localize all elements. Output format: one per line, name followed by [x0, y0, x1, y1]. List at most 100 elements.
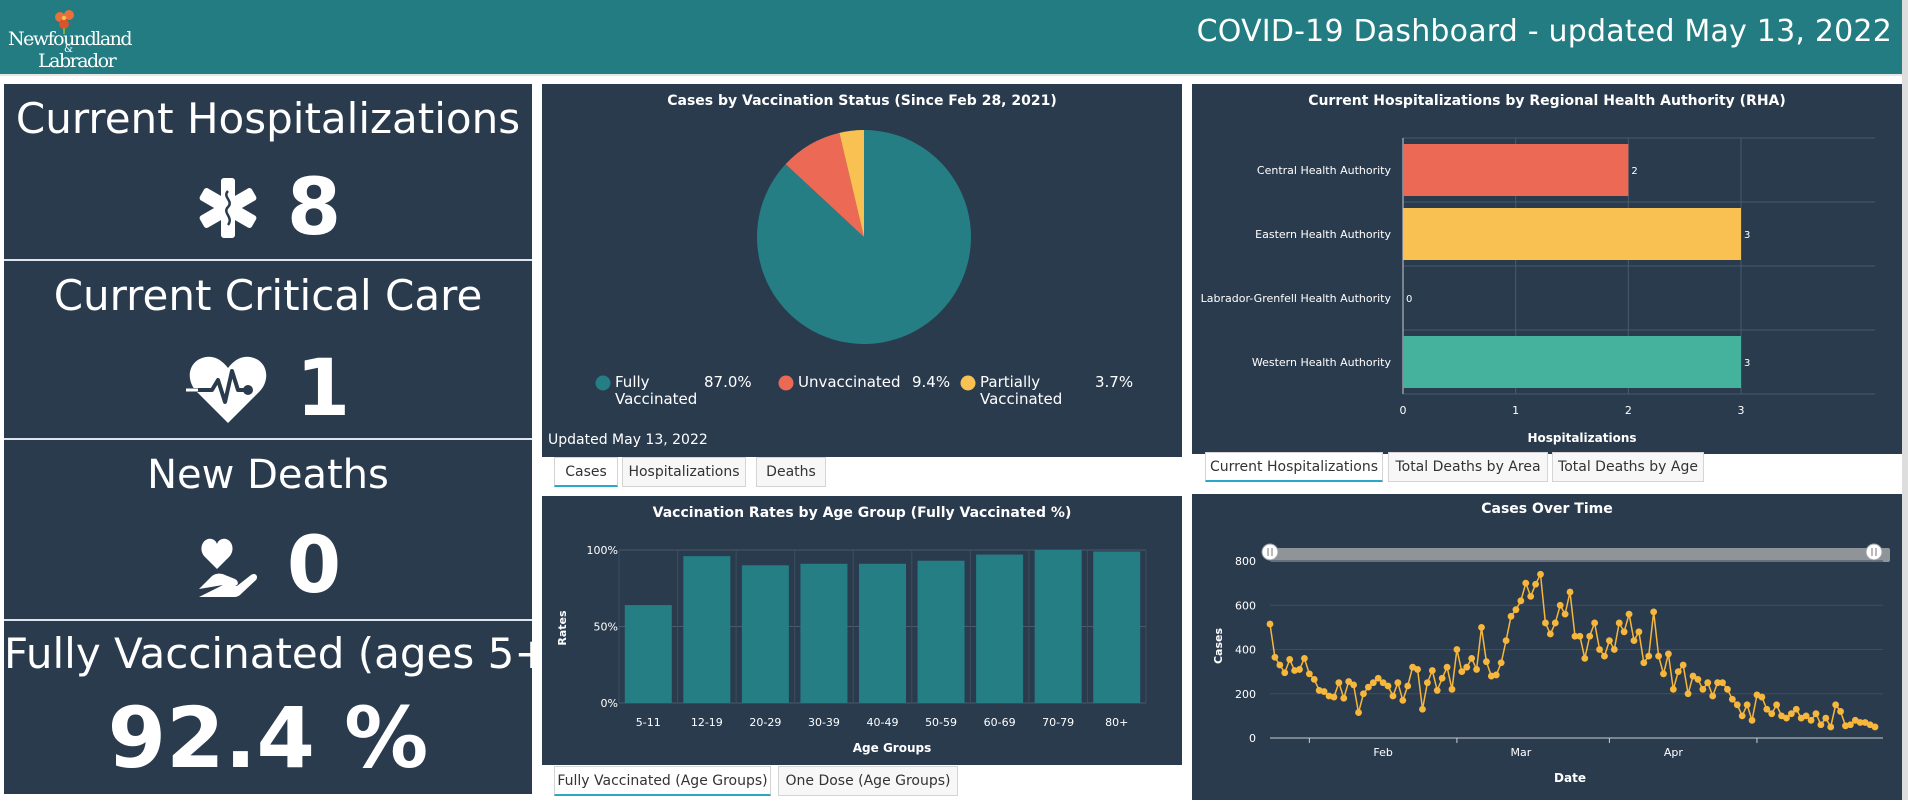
data-point[interactable] [1360, 690, 1367, 698]
data-point[interactable] [1581, 654, 1589, 662]
data-point[interactable] [1586, 632, 1594, 640]
pie-slice-unvaccinated[interactable] [785, 132, 864, 237]
bar-age-80[interactable] [1093, 551, 1141, 703]
data-point[interactable] [1694, 675, 1702, 683]
data-point[interactable] [1394, 679, 1402, 687]
data-point[interactable] [1404, 682, 1412, 690]
data-point[interactable] [1856, 719, 1864, 726]
bar-age-30-39[interactable] [800, 563, 848, 703]
data-point[interactable] [1679, 661, 1687, 669]
data-point[interactable] [1448, 685, 1456, 693]
data-point[interactable] [1689, 672, 1697, 680]
data-point[interactable] [1847, 721, 1854, 729]
data-point[interactable] [1630, 637, 1638, 645]
data-point[interactable] [1871, 723, 1879, 731]
window-scrollbar[interactable] [1902, 0, 1908, 800]
data-point[interactable] [1522, 579, 1530, 587]
slider-handle-right[interactable] [1865, 543, 1883, 561]
bar-age-20-29[interactable] [741, 565, 789, 703]
bar-age-5-11[interactable] [624, 605, 672, 703]
data-point[interactable] [1724, 685, 1731, 693]
data-point[interactable] [1733, 701, 1741, 709]
tab-deaths[interactable]: Deaths [756, 457, 826, 487]
data-point[interactable] [1266, 620, 1274, 628]
data-point[interactable] [1468, 654, 1476, 662]
data-point[interactable] [1512, 606, 1520, 614]
data-point[interactable] [1301, 654, 1308, 662]
data-point[interactable] [1364, 683, 1372, 691]
data-point[interactable] [1453, 646, 1461, 653]
data-point[interactable] [1561, 610, 1569, 618]
data-point[interactable] [1369, 679, 1377, 687]
data-point[interactable] [1832, 701, 1840, 709]
data-point[interactable] [1478, 623, 1485, 631]
data-point[interactable] [1473, 666, 1480, 673]
data-point[interactable] [1827, 723, 1835, 731]
data-point[interactable] [1556, 601, 1564, 609]
data-point[interactable] [1635, 628, 1643, 636]
data-point[interactable] [1684, 690, 1692, 698]
data-point[interactable] [1423, 679, 1431, 687]
data-point[interactable] [1620, 628, 1628, 636]
data-point[interactable] [1758, 693, 1766, 701]
data-point[interactable] [1704, 679, 1712, 687]
bar-western-health-authority[interactable] [1403, 336, 1741, 388]
data-point[interactable] [1532, 580, 1540, 588]
tab-current-hospitalizations[interactable]: Current Hospitalizations [1205, 452, 1383, 482]
data-point[interactable] [1458, 668, 1466, 676]
data-point[interactable] [1276, 661, 1284, 669]
time-range-slider[interactable] [1270, 548, 1890, 562]
data-point[interactable] [1596, 646, 1603, 653]
data-point[interactable] [1625, 610, 1633, 618]
data-point[interactable] [1502, 637, 1510, 645]
data-point[interactable] [1783, 714, 1790, 722]
data-point[interactable] [1655, 652, 1662, 660]
data-point[interactable] [1763, 705, 1771, 713]
data-point[interactable] [1286, 656, 1294, 663]
data-point[interactable] [1738, 712, 1746, 720]
data-point[interactable] [1807, 716, 1815, 724]
data-point[interactable] [1714, 679, 1722, 687]
data-point[interactable] [1699, 685, 1707, 693]
slider-handle-left[interactable] [1261, 543, 1279, 561]
data-point[interactable] [1576, 632, 1584, 640]
data-point[interactable] [1546, 630, 1554, 638]
data-point[interactable] [1537, 570, 1544, 578]
data-point[interactable] [1817, 721, 1825, 729]
bar-age-70-79[interactable] [1034, 550, 1082, 703]
data-point[interactable] [1728, 695, 1736, 703]
data-point[interactable] [1527, 593, 1535, 600]
tab-hospitalizations[interactable]: Hospitalizations [622, 457, 746, 487]
data-point[interactable] [1340, 694, 1348, 702]
data-point[interactable] [1443, 663, 1451, 671]
bar-age-50-59[interactable] [917, 560, 965, 703]
data-point[interactable] [1310, 675, 1318, 683]
tab-total-deaths-by-area[interactable]: Total Deaths by Area [1388, 452, 1548, 482]
data-point[interactable] [1345, 678, 1353, 685]
bar-eastern-health-authority[interactable] [1403, 208, 1741, 260]
data-point[interactable] [1428, 667, 1436, 674]
data-point[interactable] [1330, 693, 1338, 701]
tab-one-dose-age-groups[interactable]: One Dose (Age Groups) [778, 766, 958, 796]
bar-age-60-69[interactable] [976, 554, 1024, 703]
data-point[interactable] [1645, 652, 1653, 660]
data-point[interactable] [1748, 716, 1756, 724]
data-point[interactable] [1296, 666, 1303, 673]
data-point[interactable] [1591, 619, 1599, 627]
data-point[interactable] [1414, 666, 1421, 673]
data-point[interactable] [1497, 659, 1505, 667]
data-point[interactable] [1802, 712, 1810, 720]
data-point[interactable] [1669, 685, 1677, 693]
data-point[interactable] [1463, 663, 1471, 671]
tab-fully-vaccinated-age-groups[interactable]: Fully Vaccinated (Age Groups) [554, 766, 771, 796]
data-point[interactable] [1320, 688, 1328, 695]
bar-central-health-authority[interactable] [1403, 144, 1629, 196]
data-point[interactable] [1822, 714, 1830, 722]
data-point[interactable] [1650, 608, 1658, 616]
tab-cases[interactable]: Cases [554, 457, 618, 487]
bar-age-40-49[interactable] [859, 563, 906, 703]
data-point[interactable] [1483, 658, 1490, 666]
data-point[interactable] [1551, 619, 1559, 627]
data-point[interactable] [1837, 708, 1844, 715]
data-point[interactable] [1379, 679, 1387, 687]
